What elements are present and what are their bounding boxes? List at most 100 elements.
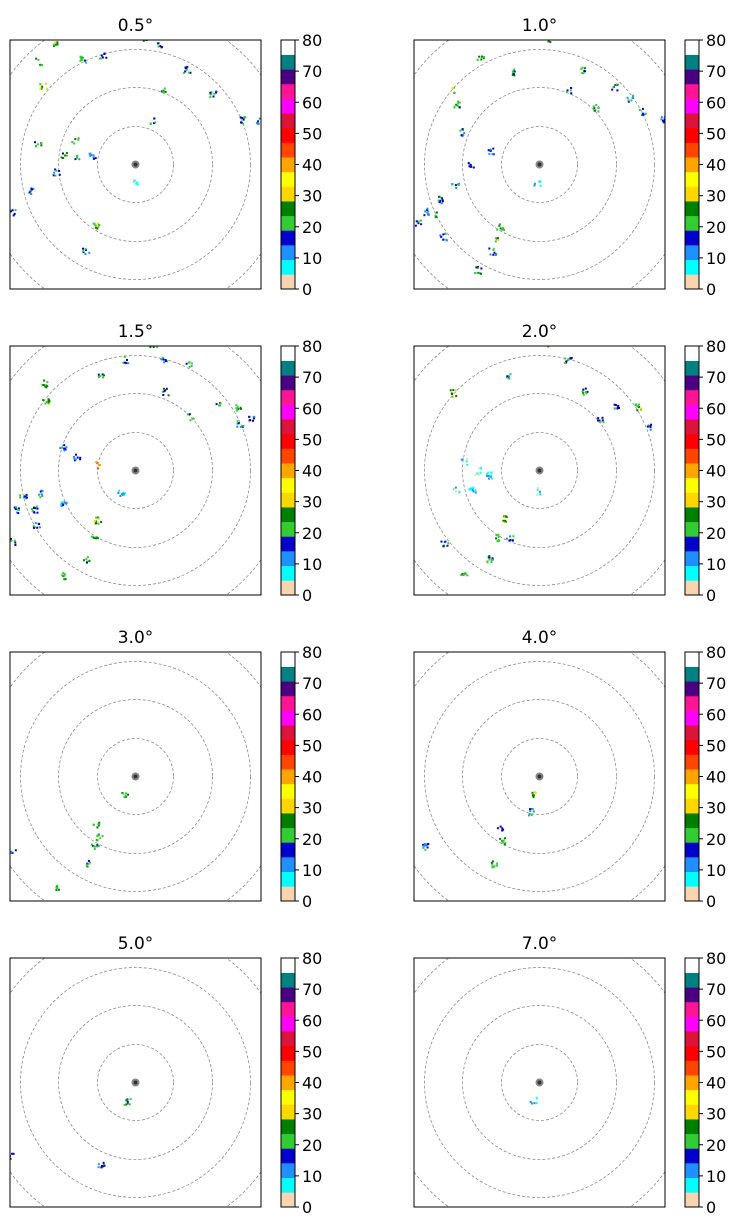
- echo-point: [74, 154, 81, 161]
- colorbar-segment: [685, 1163, 699, 1179]
- echo-point: [35, 57, 43, 67]
- echo-point: [10, 209, 17, 217]
- echo-point: [580, 66, 586, 75]
- range-ring: [20, 967, 251, 1198]
- plot-content: [10, 40, 261, 289]
- range-ring: [424, 355, 655, 586]
- colorbar-segment: [685, 1177, 699, 1193]
- colorbar-tick-label: 80: [302, 337, 322, 356]
- echo-point: [60, 152, 68, 159]
- echo-point: [468, 486, 477, 494]
- echo-point: [581, 387, 589, 396]
- colorbar-segment: [281, 186, 295, 202]
- colorbar-segment: [685, 1104, 699, 1120]
- colorbar-segment: [281, 215, 295, 231]
- colorbar-tick-label: 50: [302, 124, 322, 143]
- echo-point: [52, 168, 61, 177]
- colorbar-segment: [685, 987, 699, 1003]
- colorbar: 0 10 20 30 40 50 60 70 80: [684, 949, 726, 1217]
- panel-title: 4.0°: [522, 628, 558, 648]
- echo-point: [490, 860, 499, 869]
- echo-point: [460, 457, 469, 466]
- echo-point: [59, 444, 68, 452]
- plot-content: [10, 346, 261, 595]
- colorbar-segment: [685, 54, 699, 70]
- colorbar-segment: [281, 972, 295, 988]
- echo-point: [248, 415, 256, 422]
- colorbar-segment: [281, 448, 295, 464]
- colorbar-tick-label: 70: [706, 980, 726, 999]
- colorbar-segment: [685, 389, 699, 405]
- echo-point: [414, 219, 423, 227]
- colorbar-segment: [685, 813, 699, 829]
- colorbar-segment: [685, 1192, 699, 1208]
- colorbar-segment: [281, 1104, 295, 1120]
- range-ring: [462, 1005, 617, 1160]
- echo-point: [156, 42, 163, 49]
- echo-point: [149, 346, 158, 349]
- colorbar-tick-label: 10: [302, 861, 322, 880]
- echo-point: [495, 533, 501, 543]
- colorbar-segment: [685, 666, 699, 682]
- colorbar-segment: [685, 113, 699, 129]
- colorbar-segment: [281, 798, 295, 814]
- colorbar-segment: [281, 1148, 295, 1164]
- colorbar-segment: [281, 171, 295, 187]
- echo-point: [53, 41, 59, 47]
- panel-title: 5.0°: [118, 934, 154, 954]
- echo-point: [28, 187, 35, 195]
- colorbar-tick-label: 0: [706, 892, 716, 911]
- echo-point: [37, 489, 44, 499]
- colorbar-segment: [281, 987, 295, 1003]
- echo-point: [10, 537, 17, 546]
- colorbar-tick-label: 60: [706, 705, 726, 724]
- colorbar-segment: [685, 857, 699, 873]
- colorbar-tick-label: 40: [302, 156, 322, 175]
- colorbar-segment: [281, 389, 295, 405]
- colorbar-segment: [281, 230, 295, 246]
- echo-point: [499, 837, 507, 846]
- echo-point: [117, 489, 126, 497]
- colorbar-tick-label: 50: [302, 1042, 322, 1061]
- echo-point: [506, 373, 512, 380]
- colorbar-segment: [281, 1016, 295, 1032]
- echo-point: [434, 211, 438, 219]
- colorbar-segment: [281, 827, 295, 843]
- colorbar: 0 10 20 30 40 50 60 70 80: [684, 337, 726, 605]
- echo-point: [527, 808, 535, 817]
- panel-title: 1.0°: [522, 16, 558, 36]
- colorbar-tick-label: 50: [302, 430, 322, 449]
- echo-point: [60, 501, 68, 508]
- colorbar-segment: [685, 1045, 699, 1061]
- radar-panel: 1.0° 0 10 20 30 40 50 60 70 80: [413, 16, 726, 299]
- echo-point: [82, 247, 91, 256]
- colorbar-tick-label: 20: [302, 524, 322, 543]
- colorbar-segment: [685, 157, 699, 173]
- colorbar-segment: [685, 652, 699, 667]
- echo-point: [451, 86, 456, 94]
- colorbar: 0 10 20 30 40 50 60 70 80: [684, 31, 726, 299]
- colorbar-segment: [685, 580, 699, 596]
- echo-point: [592, 104, 600, 113]
- colorbar-segment: [685, 259, 699, 275]
- colorbar-tick-label: 80: [706, 949, 726, 968]
- colorbar-tick-label: 20: [706, 218, 726, 237]
- echo-point: [235, 404, 242, 412]
- colorbar-segment: [281, 360, 295, 376]
- colorbar-tick-label: 60: [302, 93, 322, 112]
- colorbar-segment: [685, 40, 699, 55]
- colorbar-segment: [281, 157, 295, 173]
- colorbar-tick-label: 50: [706, 124, 726, 143]
- colorbar-tick-label: 30: [302, 187, 322, 206]
- colorbar-tick-label: 40: [706, 1074, 726, 1093]
- colorbar-tick-label: 20: [302, 830, 322, 849]
- colorbar-tick-label: 10: [302, 555, 322, 574]
- colorbar-tick-label: 10: [706, 555, 726, 574]
- colorbar-segment: [685, 186, 699, 202]
- colorbar-segment: [281, 83, 295, 99]
- radar-site-center: [133, 774, 138, 779]
- echo-point: [82, 556, 91, 564]
- colorbar-tick-label: 80: [302, 31, 322, 50]
- echo-point: [123, 1098, 132, 1106]
